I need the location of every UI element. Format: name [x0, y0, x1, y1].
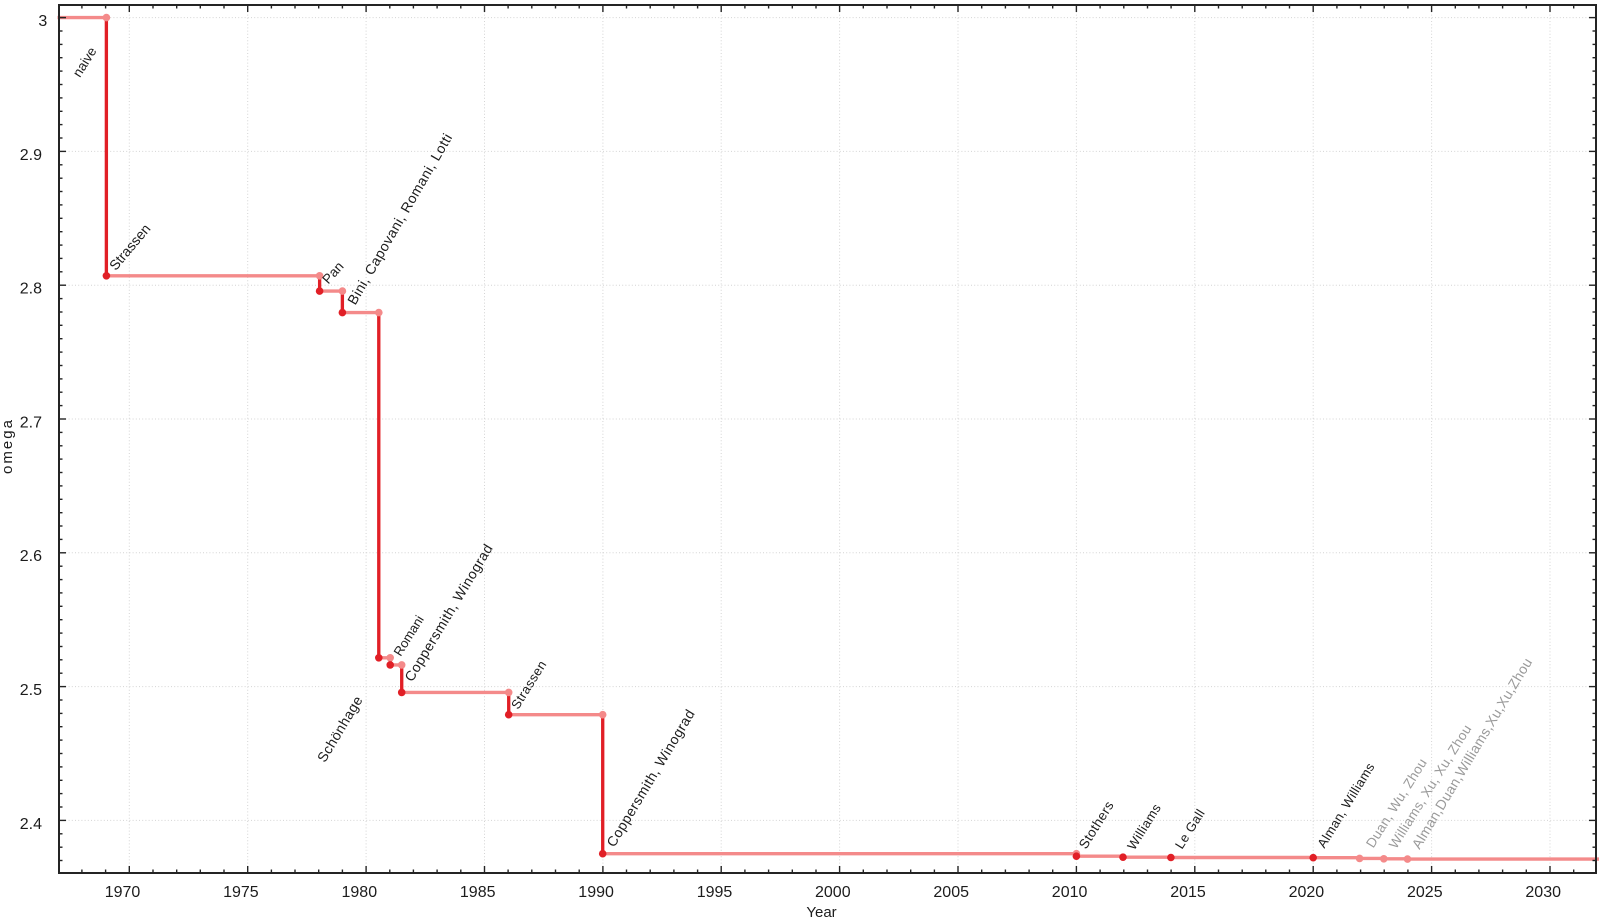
svg-text:2.6: 2.6	[20, 548, 42, 565]
svg-text:2.9: 2.9	[20, 147, 42, 164]
svg-text:2.7: 2.7	[20, 414, 42, 431]
svg-text:1980: 1980	[342, 884, 378, 901]
svg-text:1975: 1975	[223, 884, 259, 901]
svg-text:1990: 1990	[578, 884, 614, 901]
svg-text:1995: 1995	[697, 884, 733, 901]
svg-text:3: 3	[38, 13, 47, 30]
svg-text:2025: 2025	[1407, 884, 1443, 901]
svg-text:omega: omega	[0, 418, 16, 474]
svg-text:2015: 2015	[1170, 884, 1206, 901]
svg-text:2000: 2000	[815, 884, 851, 901]
svg-text:2020: 2020	[1289, 884, 1325, 901]
svg-text:2010: 2010	[1052, 884, 1088, 901]
svg-text:2.4: 2.4	[20, 816, 42, 833]
svg-text:Year: Year	[806, 904, 836, 920]
svg-text:2.5: 2.5	[20, 682, 42, 699]
svg-text:2005: 2005	[933, 884, 969, 901]
svg-text:2.8: 2.8	[20, 281, 42, 298]
svg-text:2030: 2030	[1525, 884, 1561, 901]
svg-text:1970: 1970	[105, 884, 141, 901]
svg-text:1985: 1985	[460, 884, 496, 901]
